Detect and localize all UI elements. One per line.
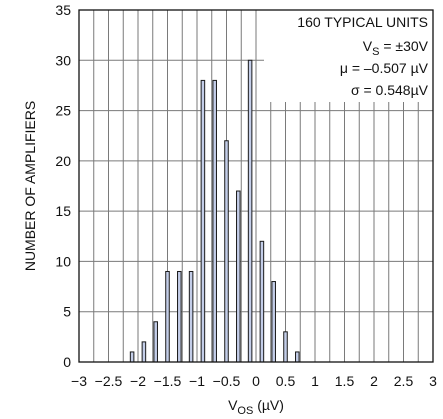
x-tick-label: 1.5	[335, 373, 355, 389]
y-tick-label: 25	[55, 103, 71, 119]
histogram-bar	[236, 190, 241, 363]
x-tick-label: 2.5	[394, 373, 414, 389]
histogram-bar	[165, 270, 170, 363]
plot-frame	[78, 9, 434, 363]
annotation-box: 160 TYPICAL UNITS VS = ±30V μ = –0.507 µ…	[264, 10, 433, 102]
x-tick-label: 0	[252, 373, 260, 389]
histogram-bar	[141, 341, 147, 363]
y-tick-label: 0	[63, 354, 71, 370]
y-tick-label: 35	[55, 2, 71, 18]
y-tick-label: 10	[55, 253, 71, 269]
annotation-sigma: σ = 0.548µV	[351, 82, 429, 98]
x-tick-label: −1.5	[154, 373, 182, 389]
histogram-bar	[283, 331, 288, 363]
x-tick-label: 2	[370, 373, 378, 389]
x-tick-label: −0.5	[213, 373, 241, 389]
histogram-bar	[259, 240, 265, 363]
histogram-bar	[200, 79, 206, 363]
y-tick-label: 15	[55, 203, 71, 219]
y-tick-label: 20	[55, 153, 71, 169]
x-tick-label: 1	[311, 373, 319, 389]
annotation-units: 160 TYPICAL UNITS	[297, 14, 428, 30]
x-tick-label: −2	[130, 373, 146, 389]
histogram-bar	[247, 59, 253, 363]
histogram-bar	[129, 351, 135, 363]
annotation-supply: VS = ±30V	[363, 38, 429, 58]
histogram-bar	[212, 79, 217, 363]
x-tick-label: −3	[71, 373, 87, 389]
x-tick-label: 3	[429, 373, 437, 389]
histogram-bar	[188, 270, 194, 363]
y-tick-label: 5	[63, 304, 71, 320]
annotation-background	[264, 10, 433, 102]
histogram-bar	[295, 351, 300, 363]
x-tick-label: −2.5	[95, 373, 123, 389]
histogram-bar	[177, 270, 182, 363]
x-tick-labels: −3 −2.5 −2 −1.5 −1 −0.5 0 0.5 1 1.5 2 2.5 3	[71, 373, 437, 389]
histogram-bar	[224, 140, 229, 363]
histogram-bar	[271, 281, 276, 363]
x-tick-label: 0.5	[276, 373, 296, 389]
y-tick-labels: 0 5 10 15 20 25 30 35	[55, 2, 71, 370]
x-tick-label: −1	[189, 373, 205, 389]
y-axis-title: NUMBER OF AMPLIFIERS	[22, 101, 38, 271]
histogram-bar	[153, 321, 158, 363]
annotation-mean: μ = –0.507 µV	[340, 60, 429, 76]
y-tick-label: 30	[55, 52, 71, 68]
x-axis-title: VOS (µV)	[228, 397, 284, 417]
